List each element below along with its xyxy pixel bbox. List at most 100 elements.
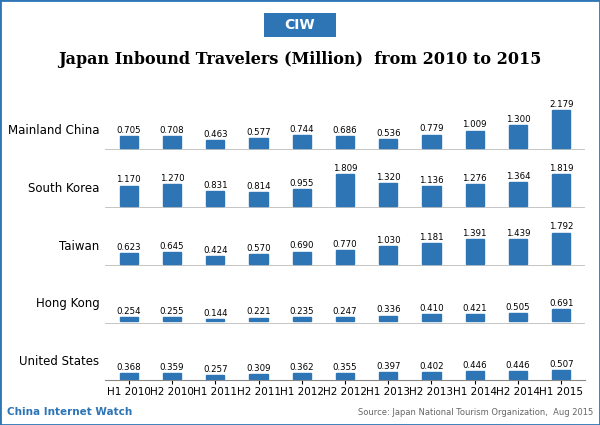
Text: 0.446: 0.446: [506, 361, 530, 370]
Text: 1.320: 1.320: [376, 173, 401, 182]
Text: Source: Japan National Tourism Organization,  Aug 2015: Source: Japan National Tourism Organizat…: [358, 408, 593, 417]
Bar: [466, 184, 484, 206]
Bar: [509, 239, 527, 264]
Text: 0.247: 0.247: [332, 307, 358, 316]
Bar: [336, 174, 354, 206]
Text: 1.136: 1.136: [419, 176, 444, 185]
Text: 0.402: 0.402: [419, 362, 444, 371]
Bar: [163, 184, 181, 206]
Bar: [120, 373, 138, 379]
Bar: [379, 139, 397, 148]
Text: 1.364: 1.364: [506, 172, 530, 181]
Text: 0.446: 0.446: [463, 361, 487, 370]
Bar: [552, 232, 570, 264]
Bar: [466, 371, 484, 379]
Bar: [206, 319, 224, 321]
Bar: [509, 371, 527, 379]
Text: 1.439: 1.439: [506, 229, 530, 238]
Text: 1.181: 1.181: [419, 233, 444, 242]
Bar: [206, 140, 224, 148]
Text: 1.270: 1.270: [160, 174, 184, 183]
Text: 0.570: 0.570: [246, 244, 271, 252]
Text: 0.814: 0.814: [246, 181, 271, 190]
Text: 0.645: 0.645: [160, 242, 184, 251]
Bar: [120, 186, 138, 206]
Text: 1.009: 1.009: [463, 120, 487, 129]
Bar: [293, 135, 311, 148]
Bar: [250, 192, 268, 206]
Bar: [552, 110, 570, 148]
Bar: [293, 317, 311, 321]
Bar: [163, 373, 181, 379]
Bar: [379, 316, 397, 321]
Bar: [206, 375, 224, 379]
Text: 1.300: 1.300: [506, 115, 530, 125]
Text: 0.368: 0.368: [116, 363, 141, 372]
Bar: [509, 182, 527, 206]
Text: 0.254: 0.254: [116, 307, 141, 316]
Text: 0.463: 0.463: [203, 130, 227, 139]
Text: 1.809: 1.809: [333, 164, 357, 173]
Bar: [336, 373, 354, 379]
Bar: [466, 130, 484, 148]
Text: 0.770: 0.770: [332, 240, 358, 249]
Text: 0.705: 0.705: [116, 126, 141, 135]
Text: 0.690: 0.690: [290, 241, 314, 250]
Text: 1.276: 1.276: [463, 173, 487, 182]
Bar: [120, 253, 138, 264]
Text: 1.391: 1.391: [463, 230, 487, 238]
Text: 0.691: 0.691: [549, 299, 574, 308]
Bar: [552, 174, 570, 206]
Text: 2.179: 2.179: [549, 100, 574, 109]
Bar: [379, 246, 397, 264]
Text: 0.359: 0.359: [160, 363, 184, 372]
Bar: [466, 240, 484, 264]
Text: 1.170: 1.170: [116, 176, 141, 184]
Bar: [552, 309, 570, 321]
Bar: [466, 314, 484, 321]
Text: 0.507: 0.507: [549, 360, 574, 369]
Bar: [206, 191, 224, 206]
Text: 1.030: 1.030: [376, 235, 401, 245]
Text: 0.831: 0.831: [203, 181, 227, 190]
Text: 0.623: 0.623: [116, 243, 141, 252]
Bar: [250, 254, 268, 264]
Text: 0.421: 0.421: [463, 304, 487, 313]
Text: 0.355: 0.355: [332, 363, 358, 372]
Text: 0.505: 0.505: [506, 303, 530, 312]
Text: Japan Inbound Travelers (Million)  from 2010 to 2015: Japan Inbound Travelers (Million) from 2…: [58, 51, 542, 68]
Text: 1.819: 1.819: [549, 164, 574, 173]
Text: 0.309: 0.309: [246, 364, 271, 373]
Bar: [509, 313, 527, 321]
Text: 0.536: 0.536: [376, 129, 401, 138]
Bar: [293, 189, 311, 206]
Text: 1.792: 1.792: [549, 222, 574, 231]
Bar: [250, 374, 268, 379]
Text: 0.708: 0.708: [160, 125, 184, 135]
Text: 0.424: 0.424: [203, 246, 227, 255]
Bar: [379, 372, 397, 379]
Text: 0.255: 0.255: [160, 307, 184, 316]
Text: 0.221: 0.221: [246, 307, 271, 317]
Text: CIW: CIW: [284, 18, 316, 32]
Text: 0.744: 0.744: [289, 125, 314, 134]
Bar: [163, 252, 181, 264]
Bar: [336, 250, 354, 264]
Text: 0.336: 0.336: [376, 306, 401, 314]
Bar: [250, 138, 268, 148]
Bar: [379, 183, 397, 206]
Bar: [336, 317, 354, 321]
Bar: [250, 317, 268, 321]
Text: 0.144: 0.144: [203, 309, 227, 318]
Bar: [336, 136, 354, 148]
Bar: [206, 256, 224, 264]
Text: China Internet Watch: China Internet Watch: [7, 407, 133, 417]
Text: 0.397: 0.397: [376, 362, 400, 371]
Bar: [422, 134, 440, 148]
Text: 0.257: 0.257: [203, 365, 227, 374]
Bar: [163, 317, 181, 321]
Bar: [422, 372, 440, 379]
Text: 0.362: 0.362: [289, 363, 314, 372]
Bar: [552, 371, 570, 379]
Bar: [293, 373, 311, 379]
